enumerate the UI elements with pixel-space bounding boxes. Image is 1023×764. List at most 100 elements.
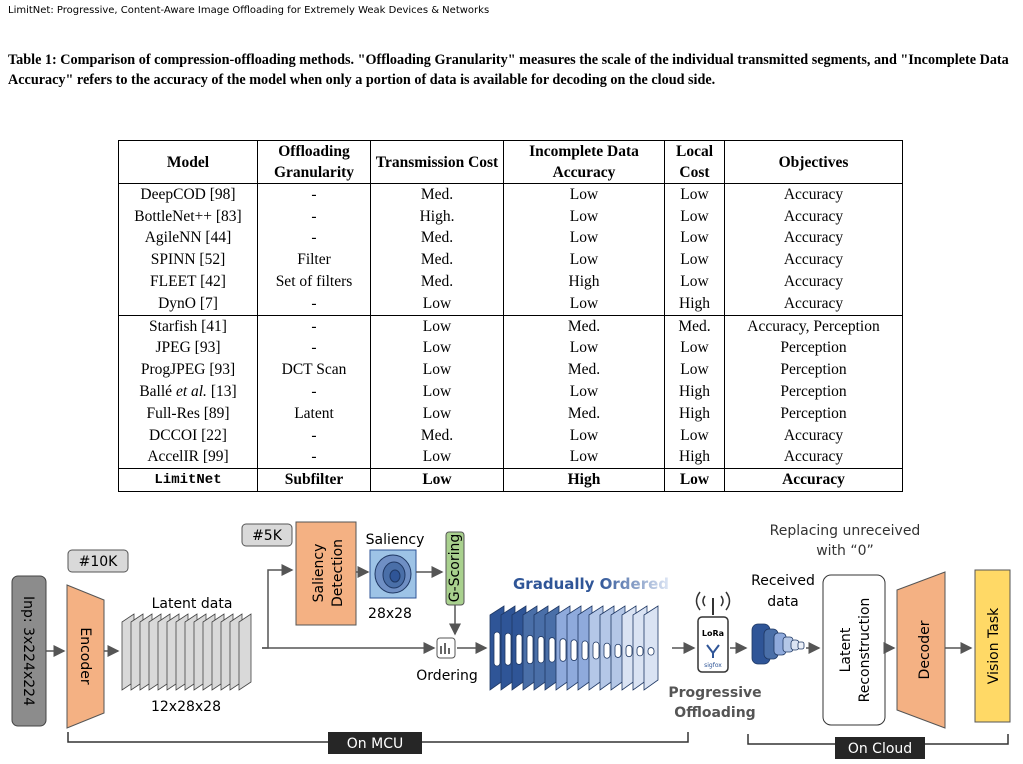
table-row: AgileNN [44] - Med. Low Low Accuracy	[118, 227, 903, 250]
sigfox: sigfox	[704, 662, 722, 669]
table-cell: Ballé et al. [13]	[118, 381, 258, 403]
table-cell: Low	[503, 292, 665, 316]
table-cell: Accuracy	[724, 468, 903, 493]
table-cell: High	[503, 468, 665, 493]
table-row: DeepCOD [98] - Med. Low Low Accuracy	[118, 183, 903, 206]
ordered-hole	[614, 643, 622, 658]
table-cell: Accuracy	[724, 292, 903, 316]
param-count: #10K	[79, 554, 119, 570]
table-cell: Low	[664, 468, 725, 493]
ordered-hole	[515, 633, 523, 665]
comparison-table: Model Offloading Granularity Transmission …	[118, 140, 903, 493]
encoder-label: Encoder	[77, 627, 93, 684]
table-cell: Low	[503, 227, 665, 250]
table-cell: Low	[503, 205, 665, 228]
latent-shape: 12x28x28	[151, 699, 221, 715]
table-cell: Low	[370, 292, 504, 316]
ordered-hole	[636, 646, 644, 657]
table-cell: Accuracy	[724, 424, 903, 447]
column-header: Objectives	[724, 140, 903, 184]
ordered-hole	[647, 647, 655, 656]
ordered-hole	[625, 644, 633, 658]
table-cell: Low	[503, 337, 665, 360]
saliency-label: Saliency	[366, 532, 425, 548]
table-row: Full-Res [89] Latent Low Med. High Perception	[118, 402, 903, 425]
table-row: DCCOI [22] - Med. Low Low Accuracy	[118, 424, 903, 447]
table-cell: AccelIR [99]	[118, 446, 258, 469]
latent-label: Latent data	[152, 596, 233, 612]
table-row: SPINN [52] Filter Med. Low Low Accuracy	[118, 249, 903, 272]
replacing-note: Replacing unreceived	[770, 523, 921, 539]
labels: #10K #5K Inp: 3x224x224 Encoder Latent d…	[20, 523, 1002, 757]
ordered-hole	[581, 640, 589, 661]
shapes	[11, 521, 1011, 759]
table-cell: Low	[503, 446, 665, 469]
cell-text: et al.	[175, 383, 207, 401]
cell-text: [13]	[206, 383, 237, 401]
table-cell: High	[664, 446, 725, 469]
saliency-shape: 28x28	[368, 606, 412, 622]
received-data: data	[767, 594, 799, 610]
table-cell: Accuracy, Perception	[724, 314, 903, 338]
table-row: JPEG [93] - Low Low Low Perception	[118, 337, 903, 360]
table-cell: LimitNet	[118, 468, 258, 493]
table-cell: Med.	[370, 271, 504, 293]
table-caption: Table 1: Comparison of compression-offlo…	[8, 52, 1009, 88]
table-cell: Low	[664, 227, 725, 250]
on-mcu: On MCU	[347, 736, 403, 752]
table-cell: Low	[503, 424, 665, 447]
table-cell: Subfilter	[257, 468, 371, 493]
table-cell: BottleNet++ [83]	[118, 205, 258, 228]
table-cell: Starfish [41]	[118, 314, 258, 338]
ordered-hole	[559, 638, 567, 662]
latent-slice	[238, 613, 252, 691]
table-cell: Low	[664, 424, 725, 447]
table-cell: High	[503, 271, 665, 293]
table-cell: Filter	[257, 249, 371, 272]
table-cell: Latent	[257, 402, 371, 425]
table-cell: Low	[370, 359, 504, 382]
column-header: Transmission Cost	[370, 140, 504, 184]
table-cell: Low	[503, 381, 665, 403]
table-cell: Low	[370, 381, 504, 403]
decoder-label: Decoder	[917, 620, 933, 679]
table-cell: FLEET [42]	[118, 271, 258, 293]
table-cell: Accuracy	[724, 249, 903, 272]
ordered-hole	[526, 634, 534, 665]
table-row: LimitNet Subfilter Low High Low Accuracy	[118, 468, 903, 493]
table-cell: Low	[370, 468, 504, 493]
table-cell: Accuracy	[724, 227, 903, 250]
saliency-detection: Detection	[330, 539, 346, 607]
table-cell: Accuracy	[724, 183, 903, 206]
table-cell: Med.	[664, 314, 725, 338]
table-row: Ballé et al. [13] - Low Low High Perception	[118, 381, 903, 403]
latent-reconstruction: Reconstruction	[857, 598, 873, 703]
g-scoring: G-Scoring	[447, 534, 463, 602]
progressive-offloading: Progressive	[668, 685, 761, 701]
table-cell: Low	[370, 314, 504, 338]
ordered-hole	[548, 637, 556, 663]
input-label: Inp: 3x224x224	[20, 596, 36, 706]
table-cell: Perception	[724, 359, 903, 382]
column-header: Incomplete Data Accuracy	[503, 140, 665, 184]
ordered-hole	[570, 639, 578, 661]
running-header: LimitNet: Progressive, Content-Aware Ima…	[8, 5, 490, 16]
table-cell: JPEG [93]	[118, 337, 258, 360]
column-header: Offloading Granularity	[257, 140, 371, 184]
vision-task: Vision Task	[986, 607, 1002, 684]
table-cell: Low	[664, 271, 725, 293]
table-cell: Low	[664, 249, 725, 272]
table-cell: Med.	[503, 402, 665, 425]
table-cell: ProgJPEG [93]	[118, 359, 258, 382]
table-row: BottleNet++ [83] - High. Low Low Accuracy	[118, 205, 903, 228]
table-cell: Med.	[370, 249, 504, 272]
ordering-label: Ordering	[416, 668, 477, 684]
table-cell: Low	[503, 249, 665, 272]
table-cell: High.	[370, 205, 504, 228]
table-cell: Accuracy	[724, 271, 903, 293]
table-row: Starfish [41] - Low Med. Med. Accuracy, Perce…	[118, 314, 903, 338]
header-row: Model Offloading Granularity Transmission …	[118, 140, 903, 184]
table-row: DynO [7] - Low Low High Accuracy	[118, 292, 903, 316]
